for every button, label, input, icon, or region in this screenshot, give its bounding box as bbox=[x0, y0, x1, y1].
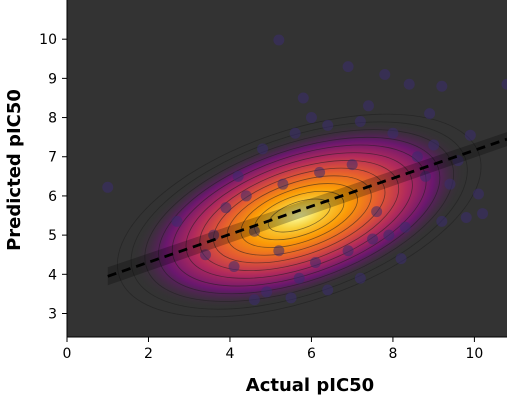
data-point bbox=[208, 229, 220, 241]
data-point bbox=[399, 221, 411, 233]
data-point bbox=[436, 215, 448, 227]
data-point bbox=[436, 80, 448, 92]
y-axis-label: Predicted pIC50 bbox=[4, 89, 25, 251]
data-point bbox=[248, 225, 260, 237]
data-point bbox=[354, 115, 366, 127]
data-point bbox=[289, 127, 301, 139]
y-tick-label: 8 bbox=[48, 111, 57, 127]
y-tick-label: 9 bbox=[48, 71, 57, 87]
data-point bbox=[261, 286, 273, 298]
data-point bbox=[293, 272, 305, 284]
data-point bbox=[395, 253, 407, 265]
data-point bbox=[297, 92, 309, 104]
density-contour bbox=[117, 113, 482, 318]
trend-line bbox=[107, 137, 507, 278]
data-point bbox=[273, 245, 285, 257]
y-tick-label: 4 bbox=[48, 267, 57, 283]
y-tick-label: 5 bbox=[48, 228, 57, 244]
data-point bbox=[305, 112, 317, 124]
data-point bbox=[171, 215, 183, 227]
data-point bbox=[464, 129, 476, 141]
data-point bbox=[501, 78, 507, 90]
data-point bbox=[257, 143, 269, 155]
density-contour bbox=[240, 183, 358, 248]
data-point bbox=[102, 181, 114, 193]
data-point bbox=[342, 245, 354, 257]
data-point bbox=[367, 233, 379, 245]
data-point bbox=[371, 206, 383, 218]
data-point bbox=[460, 211, 472, 223]
density-contour bbox=[267, 198, 331, 233]
data-point bbox=[273, 34, 285, 46]
x-tick-label: 10 bbox=[465, 346, 483, 362]
trend-layer bbox=[107, 132, 507, 286]
data-point bbox=[379, 68, 391, 80]
y-tick-label: 3 bbox=[48, 306, 57, 322]
data-point bbox=[362, 100, 374, 112]
x-tick-label: 2 bbox=[144, 346, 153, 362]
data-point bbox=[200, 249, 212, 261]
x-tick-label: 6 bbox=[307, 346, 316, 362]
y-tick-label: 6 bbox=[48, 189, 57, 205]
density-contour bbox=[213, 167, 386, 264]
data-point bbox=[346, 159, 358, 171]
data-point bbox=[424, 108, 436, 120]
data-point bbox=[411, 151, 423, 163]
x-tick-label: 4 bbox=[226, 346, 235, 362]
data-point bbox=[220, 202, 232, 214]
data-point bbox=[232, 170, 244, 182]
data-point bbox=[354, 272, 366, 284]
density-contour bbox=[144, 129, 454, 302]
data-point bbox=[444, 178, 456, 190]
points-layer bbox=[102, 34, 507, 306]
density-contour bbox=[158, 136, 441, 295]
data-point bbox=[383, 229, 395, 241]
data-point bbox=[228, 260, 240, 272]
x-tick-label: 8 bbox=[388, 346, 397, 362]
data-point bbox=[277, 178, 289, 190]
x-axis: 0 2 4 6 8 10 bbox=[63, 336, 507, 362]
x-axis-label: Actual pIC50 bbox=[246, 375, 374, 396]
data-point bbox=[428, 139, 440, 151]
data-point bbox=[477, 208, 489, 220]
density-contour bbox=[226, 175, 372, 256]
data-point bbox=[314, 166, 326, 178]
y-tick-label: 7 bbox=[48, 150, 57, 166]
density-glow bbox=[131, 122, 467, 309]
data-point bbox=[310, 257, 322, 269]
y-tick-label: 10 bbox=[39, 32, 57, 48]
data-point bbox=[387, 127, 399, 139]
x-tick-label: 0 bbox=[63, 346, 72, 362]
y-axis: 3 4 5 6 7 8 9 10 bbox=[39, 0, 68, 337]
data-point bbox=[240, 190, 252, 202]
data-point bbox=[322, 119, 334, 131]
data-point bbox=[322, 284, 334, 296]
data-point bbox=[420, 170, 432, 182]
data-point bbox=[248, 294, 260, 306]
data-point bbox=[342, 61, 354, 73]
data-point bbox=[472, 188, 484, 200]
data-point bbox=[403, 78, 415, 90]
data-point bbox=[285, 292, 297, 304]
